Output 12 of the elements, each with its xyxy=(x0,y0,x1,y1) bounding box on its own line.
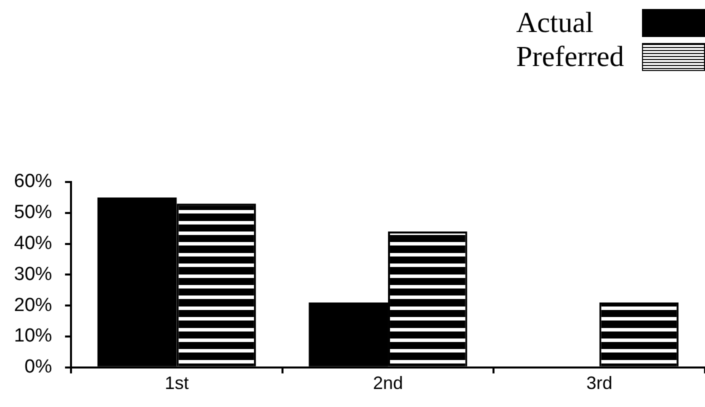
y-tick-label: 10% xyxy=(14,326,52,347)
x-tick-label: 2nd xyxy=(372,373,404,394)
y-tick-label: 50% xyxy=(14,202,52,224)
y-tick-label: 60% xyxy=(14,171,52,192)
y-tick-label: 40% xyxy=(14,233,52,254)
x-tick-label: 3rd xyxy=(586,373,612,394)
y-tick-label: 30% xyxy=(14,264,52,285)
legend-label: Preferred xyxy=(516,40,624,74)
x-tick-label: 1st xyxy=(164,373,189,394)
legend-label: Actual xyxy=(516,6,594,40)
y-tick-label: 0% xyxy=(24,356,52,378)
y-tick-label: 20% xyxy=(14,294,52,316)
